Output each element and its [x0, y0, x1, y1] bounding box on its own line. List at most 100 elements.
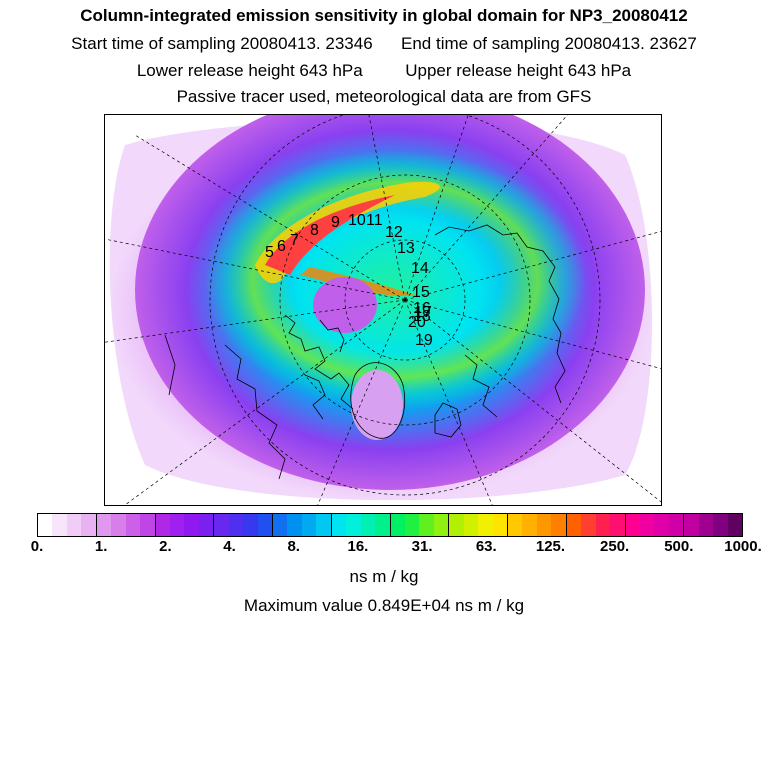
tracer-note: Passive tracer used, meteorological data… [176, 87, 592, 106]
greenland-low-area [351, 370, 403, 440]
eurasia-coast [434, 224, 566, 418]
colorbar-tick-label: 63. [475, 538, 497, 555]
trajectory-label: 18 [413, 308, 431, 325]
colorbar-tick-label: 4. [223, 538, 236, 555]
colorbar-swatch [52, 514, 67, 536]
maximum-value-label: Maximum value 0.849E+04 ns m / kg [243, 596, 525, 615]
colorbar-swatch [536, 514, 552, 536]
colorbar-swatch [668, 514, 685, 536]
colorbar-swatch [287, 514, 302, 536]
colorbar-swatch [38, 514, 53, 536]
plume-core [265, 195, 395, 275]
colorbar-swatch [478, 514, 493, 536]
colorbar-tick-label: 8. [287, 538, 300, 555]
trajectory-label: 17 [414, 304, 432, 321]
colorbar-swatch [375, 514, 391, 536]
colorbar-tick-label: 1000. [724, 538, 762, 555]
colorbar-swatch [463, 514, 479, 536]
colorbar-swatch [96, 514, 112, 536]
latitude-circles [209, 115, 601, 496]
colorbar-swatch [198, 514, 215, 536]
colorbar-swatch [492, 514, 508, 536]
colorbar-swatch [66, 514, 82, 536]
colorbar-tick-label: 0. [30, 538, 44, 555]
colorbar-swatch [551, 514, 567, 536]
trajectory-label: 16 [413, 300, 431, 317]
colorbar-swatch [449, 514, 464, 536]
trajectory-label: 15 [412, 284, 430, 301]
release-heights: Lower release height 643 hPa Upper relea… [0, 61, 768, 81]
sensitivity-map: 5 6 7 8 9 10 11 12 13 14 15 16 17 18 19 … [104, 114, 662, 506]
colorbar-tick-label: 1. [94, 538, 108, 555]
colorbar-swatch [639, 514, 655, 536]
colorbar-swatch [419, 514, 434, 536]
colorbar-swatch [522, 514, 537, 536]
trajectory-labels: 5 6 7 8 9 10 11 12 13 14 15 16 17 18 19 … [265, 212, 433, 349]
colorbar-swatch [111, 514, 126, 536]
meridians [105, 115, 661, 505]
colorbar-swatch [727, 514, 742, 536]
colorbar-swatch [301, 514, 317, 536]
lower-release-height: Lower release height 643 hPa [136, 61, 363, 80]
trajectory-label: 20 [408, 314, 426, 331]
colorbar-swatch [184, 514, 199, 536]
colorbar-swatch [404, 514, 420, 536]
colorbar-swatch [125, 514, 141, 536]
colorbar-swatch [243, 514, 258, 536]
colorbar-swatch [508, 514, 523, 536]
colorbar-ticks: 0. 1. 2. 4. 8. 16. 31. 63. 125. 250. 500. 1000. [0, 538, 768, 558]
start-time: Start time of sampling 20080413. 23346 [71, 34, 373, 53]
trajectory-label: 8 [310, 222, 319, 239]
sampling-times: Start time of sampling 20080413. 23346 E… [0, 34, 768, 54]
upper-release-height: Upper release height 643 hPa [405, 61, 632, 80]
north-america-coast [164, 334, 286, 480]
colorbar-swatch [140, 514, 156, 536]
colorbar-tick-label: 2. [159, 538, 172, 555]
green-sensitivity-ring [205, 150, 585, 410]
colorbar-swatch [214, 514, 229, 536]
trajectory-label: 7 [290, 232, 299, 249]
colorbar-swatch [566, 514, 582, 536]
colorbar [37, 513, 743, 537]
colorbar-swatch [169, 514, 185, 536]
trajectory-label: 12 [385, 224, 403, 241]
trajectory-label: 6 [277, 238, 286, 255]
colorbar-swatch [331, 514, 347, 536]
colorbar-swatch [654, 514, 669, 536]
colorbar-swatch [155, 514, 170, 536]
trajectory-label: 10 [348, 212, 366, 229]
colorbar-swatch [346, 514, 361, 536]
colorbar-swatch [390, 514, 405, 536]
colorbar-tick-label: 125. [535, 538, 566, 555]
colorbar-swatch [610, 514, 626, 536]
map-svg: 5 6 7 8 9 10 11 12 13 14 15 16 17 18 19 … [105, 115, 661, 505]
colorbar-tick-label: 500. [664, 538, 694, 555]
colorbar-tick-label: 16. [347, 538, 369, 555]
colorbar-swatch [360, 514, 376, 536]
scandinavia-coast [434, 402, 462, 438]
trajectory-label: 5 [265, 244, 274, 261]
trajectory-label: 19 [415, 332, 433, 349]
trajectory-label: 11 [366, 212, 383, 229]
colorbar-swatch [625, 514, 640, 536]
colorbar-swatch [684, 514, 699, 536]
colorbar-tick-label: 250. [600, 538, 630, 555]
colorbar-swatch [698, 514, 714, 536]
colorbar-tick-label: 31. [411, 538, 433, 555]
colorbar-swatch [316, 514, 332, 536]
end-time: End time of sampling 20080413. 23627 [401, 34, 697, 53]
canadian-archipelago-coast [284, 314, 354, 420]
colorbar-swatch [713, 514, 728, 536]
colorbar-swatch [433, 514, 450, 536]
trajectory-label: 9 [331, 214, 340, 231]
colorbar-swatch [595, 514, 611, 536]
colorbar-swatch [581, 514, 596, 536]
colorbar-swatch [257, 514, 273, 536]
trajectory-label: 14 [411, 260, 429, 277]
colorbar-unit-label: ns m / kg [349, 567, 419, 586]
colorbar-swatch [273, 514, 288, 536]
greenland-coast [350, 362, 406, 439]
plot-title: Column-integrated emission sensitivity i… [80, 6, 688, 25]
colorbar-swatch [228, 514, 244, 536]
trajectory-label: 13 [397, 240, 415, 257]
